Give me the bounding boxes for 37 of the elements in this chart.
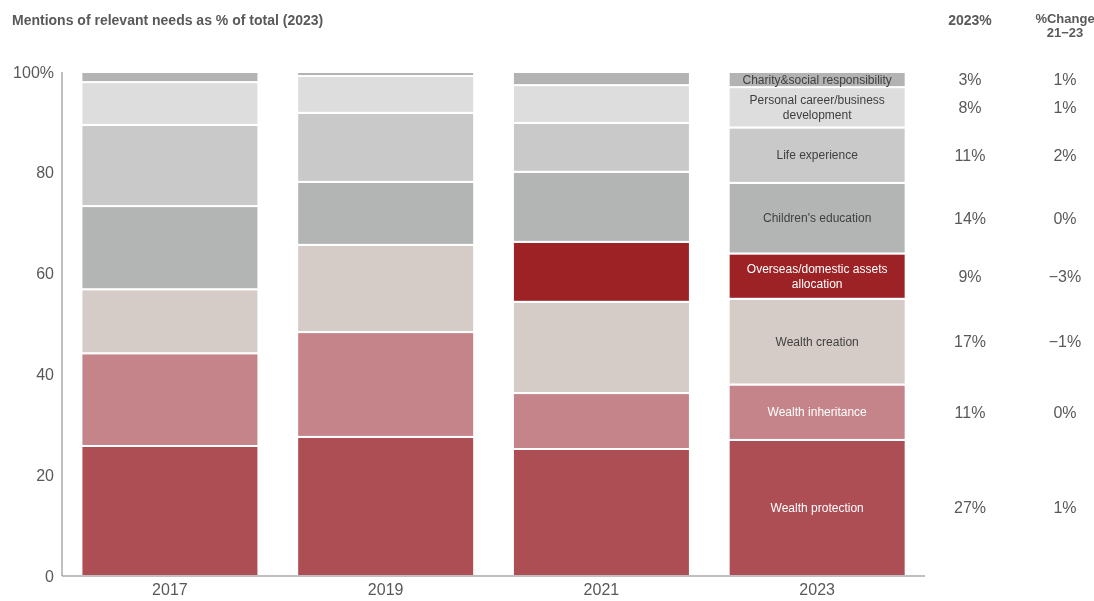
text: %Change 21−23: [1034, 11, 1094, 40]
text: 1%: [1053, 98, 1077, 116]
series-label: Children's education: [762, 211, 872, 226]
x-tick-label: 2023: [799, 581, 836, 599]
x-tick-label: 2021: [583, 581, 620, 599]
text: 2023%: [947, 12, 993, 28]
text: 0%: [1053, 209, 1077, 227]
y-tick-label: 100%: [13, 63, 54, 81]
series-label: Wealth creation: [775, 334, 859, 349]
text: 3%: [958, 71, 982, 89]
text: −3%: [1048, 267, 1082, 285]
x-tick-label: 2017: [152, 581, 188, 599]
chart-title: Mentions of relevant needs as % of total (2023): [12, 12, 324, 28]
text: 27%: [953, 499, 987, 517]
text: 9%: [958, 267, 982, 285]
text: −1%: [1048, 333, 1082, 351]
series-label: Wealth inheritance: [767, 405, 868, 420]
series-label: Charity&social responsibility: [742, 72, 892, 87]
y-tick-label: 0: [45, 567, 55, 585]
y-tick-label: 60: [36, 265, 55, 283]
series-label: Overseas/domestic assets allocation: [746, 261, 888, 291]
text: 0%: [1053, 403, 1077, 421]
y-tick-label: 40: [36, 366, 55, 384]
x-tick-label: 2019: [367, 581, 404, 599]
text: 8%: [958, 98, 982, 116]
y-tick-label: 20: [36, 466, 55, 484]
text: 1%: [1053, 499, 1077, 517]
text: 11%: [954, 403, 986, 421]
series-label: Wealth protection: [770, 500, 864, 515]
series-label: Personal career/business development: [749, 92, 885, 122]
series-label: Life experience: [776, 148, 859, 163]
text: 14%: [953, 209, 987, 227]
text: 11%: [954, 146, 986, 164]
text: 1%: [1053, 71, 1077, 89]
text: 17%: [953, 333, 987, 351]
text: 2%: [1053, 146, 1077, 164]
y-tick-label: 80: [36, 164, 55, 182]
